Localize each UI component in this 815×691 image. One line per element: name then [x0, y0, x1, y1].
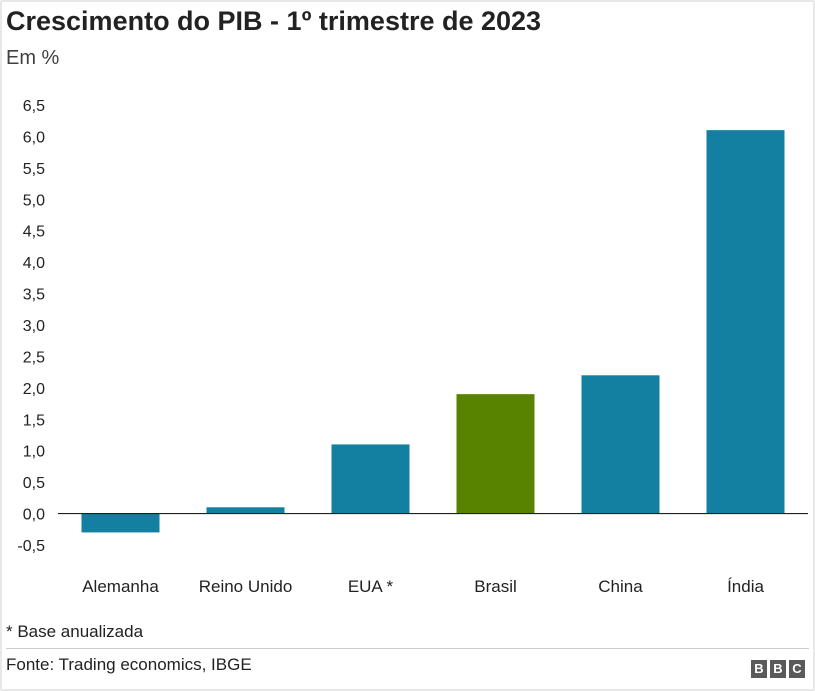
bbc-logo-letter: B	[770, 660, 786, 678]
x-axis-labels: Alemanha Reino Unido EUA * Brasil China Índia	[82, 577, 764, 596]
bar-brasil	[456, 394, 535, 514]
y-tick-label: 5,0	[23, 192, 45, 209]
y-tick-label: 0,0	[23, 507, 45, 524]
y-tick-label: 1,0	[23, 444, 45, 461]
bar-alemanha	[81, 513, 160, 533]
bar-chart: 6,5 6,0 5,5 5,0 4,5 4,0 3,5 3,0 2,5 2,0 1,5 1,0 0,5 0…	[17, 98, 808, 596]
y-tick-label: 1,5	[23, 412, 45, 429]
y-tick-label: 2,5	[23, 349, 45, 366]
x-category-label: Índia	[727, 577, 764, 596]
bar-china	[581, 375, 660, 514]
bar-índia	[706, 130, 785, 514]
y-tick-label: 4,5	[23, 224, 45, 241]
x-category-label: China	[598, 577, 643, 596]
y-tick-label: 4,0	[23, 255, 45, 272]
y-tick-label: -0,5	[17, 538, 45, 555]
y-tick-label: 2,0	[23, 381, 45, 398]
bar-reino-unido	[206, 507, 285, 514]
footnote: * Base anualizada	[6, 622, 144, 641]
x-category-label: Brasil	[474, 577, 517, 596]
y-tick-label: 3,5	[23, 287, 45, 304]
chart-title: Crescimento do PIB - 1º trimestre de 202…	[6, 6, 542, 36]
bbc-logo-letter: C	[789, 660, 805, 678]
y-tick-label: 3,0	[23, 318, 45, 335]
chart-subtitle: Em %	[6, 47, 60, 69]
y-tick-label: 6,0	[23, 129, 45, 146]
x-category-label: EUA *	[348, 577, 394, 596]
footer-divider	[6, 648, 809, 649]
bbc-logo-letter: B	[751, 660, 767, 678]
y-tick-label: 5,5	[23, 161, 45, 178]
bar-eua	[331, 444, 410, 514]
y-tick-label: 0,5	[23, 475, 45, 492]
y-axis-ticks: 6,5 6,0 5,5 5,0 4,5 4,0 3,5 3,0 2,5 2,0 1,5 1,0 0,5 0…	[17, 98, 45, 555]
x-category-label: Reino Unido	[199, 577, 293, 596]
x-category-label: Alemanha	[82, 577, 159, 596]
bbc-logo: B B C	[751, 660, 805, 678]
bars	[81, 130, 785, 533]
y-tick-label: 6,5	[23, 98, 45, 115]
source-note: Fonte: Trading economics, IBGE	[6, 655, 252, 674]
